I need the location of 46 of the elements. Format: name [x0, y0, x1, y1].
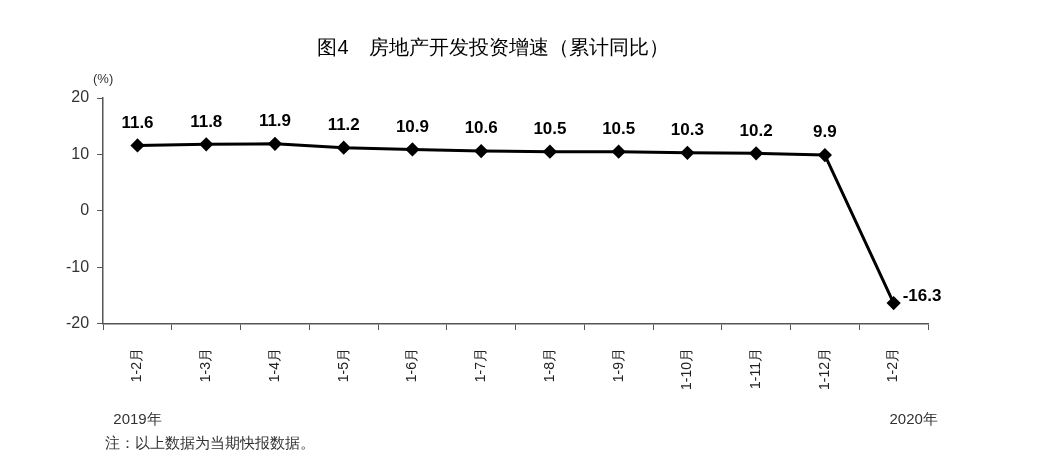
point	[131, 138, 144, 152]
data-label: 10.5	[602, 118, 636, 138]
point	[749, 146, 763, 160]
data-label: 11.9	[258, 110, 292, 130]
data-label: 10.2	[739, 120, 773, 140]
point	[268, 137, 282, 151]
x-tick-label: 1-6月	[403, 347, 420, 383]
chart-title: 图4 房地产开发投资增速（累计同比）	[317, 35, 669, 58]
text: 2019年	[113, 409, 162, 427]
data-label: 11.8	[190, 111, 223, 131]
point	[405, 142, 419, 156]
x-tick-label: 1-4月	[265, 347, 282, 383]
point	[474, 144, 488, 158]
text: 注：以上数据为当期快报数据。	[105, 433, 316, 451]
point	[612, 145, 626, 159]
x-tick-label: 1-10月	[678, 347, 695, 391]
x-tick-label: 1-12月	[815, 347, 832, 391]
data-label: 10.6	[464, 118, 498, 138]
x-tick-label: 1-7月	[472, 347, 489, 383]
y-axis-title: (%)	[93, 71, 114, 87]
x-tick-label: 1-2月	[884, 347, 901, 383]
data-label: 11.2	[327, 114, 360, 134]
data-label: 10.3	[670, 119, 704, 139]
x-tick-label: 1-5月	[334, 347, 351, 383]
point	[337, 141, 351, 155]
y-tick-label: 20	[71, 88, 90, 106]
data-label: 11.6	[121, 112, 154, 132]
point	[199, 137, 213, 151]
x-tick-label: 1-9月	[609, 347, 626, 383]
y-tick-label: -10	[66, 257, 90, 275]
data-label: 10.5	[533, 118, 567, 138]
y-tick-label: -20	[66, 314, 90, 332]
y-tick-label: 0	[80, 201, 90, 219]
x-tick-label: 1-11月	[747, 347, 764, 389]
point	[818, 148, 832, 162]
point	[887, 296, 901, 310]
data-label: 9.9	[813, 122, 837, 142]
point	[680, 146, 694, 160]
x-tick-label: 1-3月	[197, 347, 214, 383]
x-tick-label: 1-2月	[128, 347, 145, 383]
text: 2020年	[889, 409, 938, 427]
y-tick-label: 10	[71, 144, 90, 162]
data-label: 10.9	[395, 116, 429, 136]
data-label: -16.3	[902, 285, 942, 305]
x-tick-label: 1-8月	[540, 347, 557, 383]
point	[543, 145, 557, 159]
